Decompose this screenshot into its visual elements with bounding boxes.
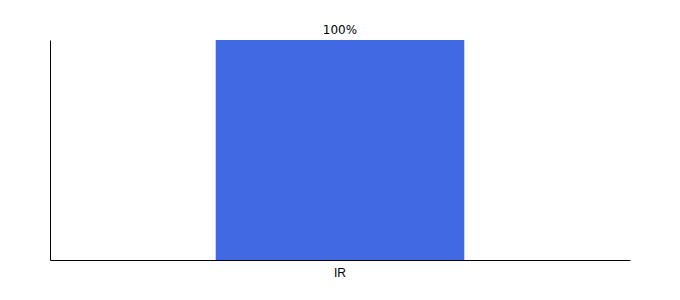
chart: IR 100% bbox=[0, 0, 680, 300]
bars bbox=[216, 40, 465, 260]
y-axis-line bbox=[50, 41, 51, 261]
plot: IR 100% bbox=[51, 23, 631, 280]
data-labels: 100% bbox=[323, 23, 357, 37]
x-tick-label: IR bbox=[334, 266, 346, 280]
x-axis: IR bbox=[51, 261, 631, 280]
y-axis bbox=[50, 41, 51, 261]
x-tick: IR bbox=[334, 266, 346, 280]
x-axis-line bbox=[51, 260, 631, 261]
bar bbox=[216, 40, 465, 260]
data-label: 100% bbox=[323, 23, 357, 37]
